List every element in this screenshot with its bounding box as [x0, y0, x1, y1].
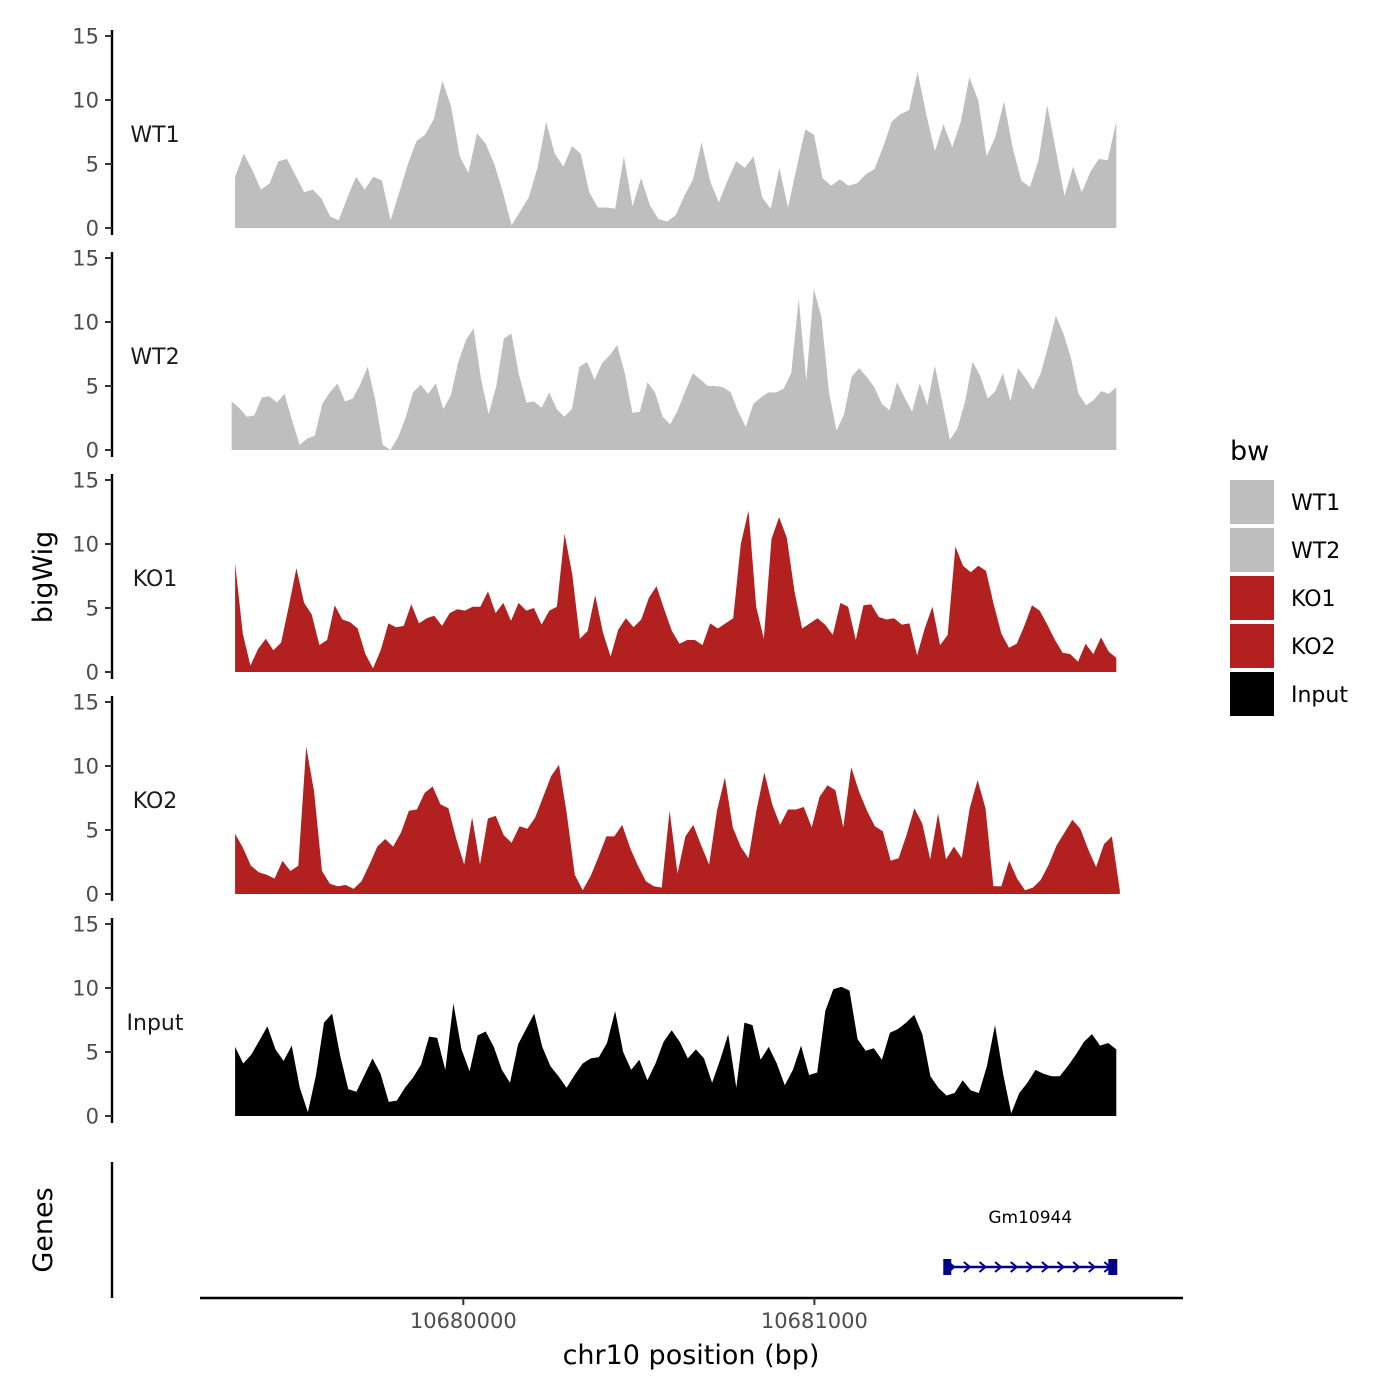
track-ko1: 0 5 10 15 KO1	[72, 469, 1117, 685]
strand-arrow	[1010, 1261, 1019, 1273]
x-tick-label: 10680000	[410, 1309, 517, 1333]
y-axis-title: bigWig	[28, 531, 59, 624]
legend-swatch	[1230, 624, 1274, 668]
coverage-area	[235, 986, 1117, 1116]
track-wt2: 0 5 10 15 WT2	[72, 247, 1117, 463]
gene-name-label: Gm10944	[988, 1208, 1072, 1228]
strand-arrow	[1041, 1261, 1050, 1273]
y-tick-label: 10	[72, 89, 99, 113]
y-tick-label: 0	[86, 883, 99, 907]
track-label: WT1	[130, 123, 179, 148]
track-panels: 0 5 10 15 WT1 0 5 10 15 WT2 0 5 10 15 KO1 0 5 10 15 KO2 0 5 10…	[72, 25, 1120, 1129]
y-tick-label: 0	[86, 1105, 99, 1129]
legend-label: Input	[1291, 683, 1348, 708]
y-tick-label: 10	[72, 977, 99, 1001]
y-tick-label: 15	[72, 691, 99, 715]
legend-title: bw	[1230, 436, 1269, 467]
strand-arrow	[1088, 1261, 1097, 1273]
track-label: WT2	[130, 345, 179, 370]
legend-swatch	[1230, 528, 1274, 572]
x-axis: 10680000 10681000	[200, 1296, 1183, 1333]
legend-label: KO1	[1291, 587, 1336, 612]
y-tick-label: 10	[72, 755, 99, 779]
y-tick-label: 15	[72, 469, 99, 493]
x-axis-title: chr10 position (bp)	[563, 1340, 820, 1371]
y-tick-label: 0	[86, 661, 99, 685]
y-tick-label: 5	[86, 819, 99, 843]
coverage-area	[235, 746, 1120, 894]
track-label: KO2	[133, 789, 178, 814]
genes-panel-title: Genes	[28, 1187, 59, 1272]
track-ko2: 0 5 10 15 KO2	[72, 691, 1120, 907]
y-tick-label: 15	[72, 25, 99, 49]
strand-arrow	[1072, 1261, 1081, 1273]
track-label: KO1	[133, 567, 178, 592]
gene-models: Gm10944	[943, 1208, 1118, 1275]
y-tick-label: 0	[86, 217, 99, 241]
y-tick-label: 15	[72, 247, 99, 271]
legend-swatch	[1230, 480, 1274, 524]
gene-exon	[943, 1259, 952, 1275]
y-tick-label: 5	[86, 597, 99, 621]
track-input: 0 5 10 15 Input	[72, 913, 1117, 1129]
legend-label: KO2	[1291, 635, 1336, 660]
strand-arrow	[978, 1261, 988, 1273]
strand-arrow	[994, 1261, 1003, 1273]
y-tick-label: 5	[86, 153, 99, 177]
y-tick-label: 5	[86, 375, 99, 399]
strand-arrow	[1025, 1261, 1034, 1273]
y-tick-label: 10	[72, 533, 99, 557]
legend-swatch	[1230, 576, 1274, 620]
y-tick-label: 15	[72, 913, 99, 937]
y-tick-label: 10	[72, 311, 99, 335]
legend: bw WT1 WT2 KO1 KO2 Input	[1230, 436, 1348, 716]
legend-label: WT1	[1291, 491, 1340, 516]
y-tick-label: 5	[86, 1041, 99, 1065]
genes-panel: Genes Gm10944	[28, 1162, 1118, 1298]
coverage-area	[235, 510, 1117, 672]
strand-arrow	[963, 1261, 972, 1273]
legend-label: WT2	[1291, 539, 1340, 564]
y-tick-label: 0	[86, 439, 99, 463]
gene-exon	[1108, 1259, 1118, 1275]
track-label: Input	[127, 1011, 184, 1036]
track-wt1: 0 5 10 15 WT1	[72, 25, 1117, 241]
coverage-area	[235, 71, 1117, 228]
legend-swatch	[1230, 672, 1274, 716]
gene-model: Gm10944	[943, 1208, 1118, 1275]
coverage-area	[231, 288, 1117, 450]
x-tick-label: 10681000	[761, 1309, 868, 1333]
strand-arrow	[1056, 1261, 1066, 1273]
